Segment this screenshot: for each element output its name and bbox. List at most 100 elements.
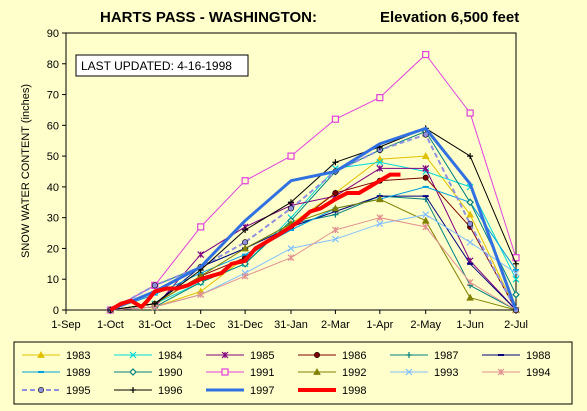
data-point <box>331 115 340 123</box>
x-tick-label: 1-Jun <box>456 319 484 331</box>
y-axis-label: SNOW WATER CONTENT (inches) <box>20 84 32 258</box>
series-line <box>110 155 517 311</box>
data-point <box>512 290 520 299</box>
data-point <box>331 204 340 212</box>
legend-entry: 1988 <box>482 350 550 362</box>
data-point <box>405 368 413 376</box>
data-point <box>512 275 520 283</box>
data-point <box>376 164 384 172</box>
x-tick-label: 2-Mar <box>321 319 350 331</box>
legend-label: 1991 <box>250 367 274 379</box>
y-tick-label: 70 <box>47 90 59 102</box>
data-point <box>130 387 136 393</box>
last-updated-annotation: LAST UPDATED: 4-16-1998 <box>81 59 232 73</box>
legend-entry: 1992 <box>298 367 366 379</box>
legend-entry: 1986 <box>298 350 366 362</box>
y-tick-label: 80 <box>47 59 59 71</box>
data-point <box>467 153 474 160</box>
x-tick-label: 1-Oct <box>97 319 124 331</box>
series-line <box>109 133 517 311</box>
data-point <box>422 131 429 138</box>
legend-entries: 1983 1984 1985 1986 1987 1988 1989 1990 1991 1992… <box>22 350 550 397</box>
legend-entry: 1987 <box>390 350 458 362</box>
legend-entry: 1990 <box>114 367 182 379</box>
series-line <box>109 172 401 312</box>
series-line <box>110 161 517 311</box>
data-point <box>288 199 294 206</box>
data-point <box>287 254 295 262</box>
data-point <box>376 158 384 166</box>
chart-title: HARTS PASS - WASHINGTON: <box>100 9 317 26</box>
series-1994 <box>106 214 520 314</box>
data-point <box>151 282 158 289</box>
legend-entry: 1996 <box>114 385 182 397</box>
x-tick-label: 31-Oct <box>138 319 171 331</box>
data-point <box>287 245 295 252</box>
data-point <box>466 109 474 117</box>
legend-entry: 1994 <box>482 367 550 379</box>
data-point <box>331 226 339 234</box>
data-point <box>466 257 474 265</box>
y-tick-label: 60 <box>47 120 59 132</box>
y-tick-label: 0 <box>53 305 59 317</box>
data-point <box>241 244 249 252</box>
legend-label: 1985 <box>250 350 274 362</box>
y-axis: 0 10 20 30 40 50 60 70 80 90 <box>47 28 66 317</box>
data-point <box>467 220 474 227</box>
data-point <box>422 164 430 172</box>
series-1997 <box>109 126 518 312</box>
legend-label: 1988 <box>526 350 550 362</box>
x-tick-label: 1-Sep <box>51 319 80 331</box>
legend-label: 1998 <box>342 385 366 397</box>
legend-label: 1987 <box>434 350 458 362</box>
data-point <box>241 177 249 185</box>
series-1998 <box>109 172 401 312</box>
legend <box>13 341 573 405</box>
data-point <box>221 351 229 359</box>
data-point <box>197 251 205 259</box>
data-point <box>332 211 339 218</box>
legend-label: 1984 <box>158 350 182 362</box>
data-point <box>422 174 429 181</box>
data-point <box>466 210 474 218</box>
legend-entry: 1985 <box>206 350 274 362</box>
legend-label: 1997 <box>250 385 274 397</box>
data-point <box>497 368 505 376</box>
legend-label: 1990 <box>158 367 182 379</box>
x-tick-label: 31-Dec <box>227 319 263 331</box>
data-point <box>375 195 384 203</box>
legend-entry: 1995 <box>22 385 90 397</box>
series-line <box>110 131 517 311</box>
data-point <box>466 238 474 246</box>
data-point <box>129 351 137 359</box>
data-point <box>513 260 519 267</box>
data-point <box>466 198 474 207</box>
chart-subtitle: Elevation 6,500 feet <box>380 9 519 26</box>
legend-label: 1994 <box>526 367 550 379</box>
data-point <box>287 205 294 212</box>
legend-entry: 1991 <box>206 367 274 379</box>
data-point <box>313 351 320 358</box>
data-point <box>512 269 520 277</box>
x-tick-label: 2-May <box>410 319 441 331</box>
series-line <box>109 126 518 312</box>
data-point <box>376 220 384 228</box>
y-tick-label: 20 <box>47 243 59 255</box>
data-point <box>422 211 430 219</box>
legend-entry: 1989 <box>22 367 90 379</box>
data-point <box>287 152 295 160</box>
data-point <box>422 223 430 231</box>
series-layer <box>106 50 520 314</box>
legend-entry: 1984 <box>114 350 182 362</box>
data-point <box>331 235 339 243</box>
series-line <box>110 54 517 311</box>
x-tick-label: 31-Jan <box>274 319 308 331</box>
legend-entry: 1993 <box>390 367 458 379</box>
legend-label: 1983 <box>66 350 90 362</box>
y-tick-label: 40 <box>47 182 59 194</box>
x-tick-label: 2-Jul <box>504 319 528 331</box>
data-point <box>221 368 229 376</box>
legend-entry: 1983 <box>22 350 90 362</box>
legend-label: 1996 <box>158 385 182 397</box>
